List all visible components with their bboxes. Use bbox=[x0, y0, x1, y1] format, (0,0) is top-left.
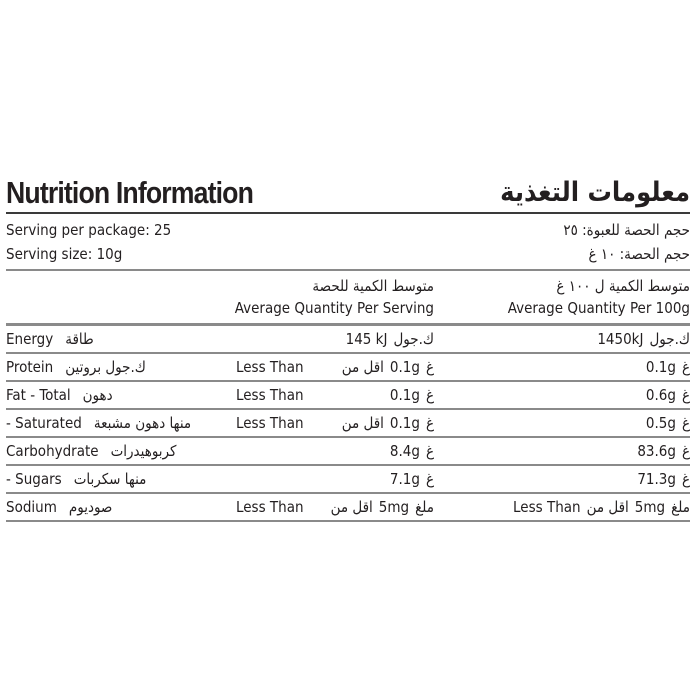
unit-arabic: ك.جول bbox=[393, 330, 434, 348]
per-100g-value: 5mg bbox=[634, 498, 666, 516]
header-per-100g: متوسط الكمية ل ١٠٠ غ Average Quantity Pe… bbox=[434, 271, 690, 323]
per-serving-value: 0.1g bbox=[389, 414, 420, 432]
per-100g-value: 0.1g bbox=[645, 358, 676, 376]
unit-arabic: غ bbox=[681, 470, 690, 488]
column-header: متوسط الكمية للحصة Average Quantity Per … bbox=[6, 271, 690, 326]
header-per-100g-english: Average Quantity Per 100g bbox=[507, 299, 690, 317]
per-serving-value: 0.1g bbox=[389, 386, 420, 404]
nutrient-name: - Sugars bbox=[6, 470, 62, 488]
less-than-label: Less Than bbox=[236, 358, 304, 376]
unit-arabic: غ bbox=[425, 470, 434, 488]
unit-arabic: غ bbox=[681, 358, 690, 376]
less-than-label: Less Than bbox=[236, 498, 304, 516]
nutrient-name-arabic: منها سكربات bbox=[73, 470, 147, 488]
less-than-arabic: اقل من bbox=[586, 498, 629, 516]
nutrient-name-arabic: ك.جول بروتين bbox=[65, 358, 146, 376]
less-than-arabic: اقل من bbox=[341, 358, 384, 376]
nutrient-rows: Energy طاقة 145 kJ ك.جول 1450kJ ك.جول Protein ك… bbox=[6, 326, 690, 522]
unit-arabic: غ bbox=[425, 442, 434, 460]
unit-arabic: غ bbox=[681, 442, 690, 460]
title-english: Nutrition Information bbox=[6, 175, 254, 210]
serving-size: Serving size: 10g bbox=[6, 245, 123, 263]
nutrient-name-arabic: دهون bbox=[82, 386, 113, 404]
unit-arabic: ملغ bbox=[671, 498, 690, 516]
header-per-serving-arabic: متوسط الكمية للحصة bbox=[312, 277, 434, 295]
nutrition-label: Nutrition Information معلومات التغذية Se… bbox=[6, 172, 690, 522]
nutrient-row: - Sugars منها سكربات 7.1g غ 71.3g غ bbox=[6, 466, 690, 494]
title-row: Nutrition Information معلومات التغذية bbox=[6, 172, 690, 214]
header-per-100g-arabic: متوسط الكمية ل ١٠٠ غ bbox=[556, 277, 690, 295]
per-100g-value: 83.6g bbox=[637, 442, 676, 460]
serving-per-package: Serving per package: 25 bbox=[6, 221, 172, 239]
unit-arabic: غ bbox=[681, 386, 690, 404]
serving-per-package-arabic: حجم الحصة للعبوة: ٢٥ bbox=[563, 221, 690, 239]
less-than-arabic: اقل من bbox=[341, 414, 384, 432]
nutrient-name: Fat - Total bbox=[6, 386, 71, 404]
header-per-serving-english: Average Quantity Per Serving bbox=[234, 299, 434, 317]
serving-size-arabic: حجم الحصة: ١٠ غ bbox=[588, 245, 690, 263]
nutrient-row: Energy طاقة 145 kJ ك.جول 1450kJ ك.جول bbox=[6, 326, 690, 354]
per-100g-value: 0.6g bbox=[645, 386, 676, 404]
nutrient-name: - Saturated bbox=[6, 414, 82, 432]
per-serving-value: 8.4g bbox=[389, 442, 420, 460]
per-100g-value: 0.5g bbox=[645, 414, 676, 432]
nutrient-name: Sodium bbox=[6, 498, 57, 516]
title-arabic: معلومات التغذية bbox=[500, 177, 690, 208]
less-than-label: Less Than bbox=[236, 414, 304, 432]
nutrient-name-arabic: منها دهون مشبعة bbox=[93, 414, 192, 432]
less-than-arabic: اقل من bbox=[330, 498, 373, 516]
less-than-label: Less Than bbox=[513, 498, 581, 516]
unit-arabic: غ bbox=[425, 386, 434, 404]
nutrient-name: Protein bbox=[6, 358, 54, 376]
unit-arabic: ملغ bbox=[415, 498, 434, 516]
per-100g-value: 1450kJ bbox=[597, 330, 644, 348]
nutrient-name-arabic: طاقة bbox=[65, 330, 94, 348]
nutrient-row: Carbohydrate كربوهيدرات 8.4g غ 83.6g غ bbox=[6, 438, 690, 466]
nutrient-row: - Saturated منها دهون مشبعة Less Than اقل م… bbox=[6, 410, 690, 438]
nutrient-name-arabic: صوديوم bbox=[68, 498, 113, 516]
unit-arabic: غ bbox=[681, 414, 690, 432]
per-100g-value: 71.3g bbox=[637, 470, 676, 488]
less-than-label: Less Than bbox=[236, 386, 304, 404]
per-serving-value: 7.1g bbox=[389, 470, 420, 488]
nutrient-row: Protein ك.جول بروتين Less Than اقل من 0.1g غ 0… bbox=[6, 354, 690, 382]
header-per-serving: متوسط الكمية للحصة Average Quantity Per … bbox=[6, 271, 434, 323]
nutrient-name: Energy bbox=[6, 330, 54, 348]
per-serving-value: 0.1g bbox=[389, 358, 420, 376]
per-serving-value: 145 kJ bbox=[345, 330, 388, 348]
unit-arabic: غ bbox=[425, 414, 434, 432]
nutrient-name-arabic: كربوهيدرات bbox=[110, 442, 177, 460]
serving-info: Serving per package: 25 حجم الحصة للعبوة… bbox=[6, 214, 690, 271]
per-serving-value: 5mg bbox=[378, 498, 410, 516]
nutrient-row: Fat - Total دهون Less Than 0.1g غ 0.6g غ bbox=[6, 382, 690, 410]
nutrient-name: Carbohydrate bbox=[6, 442, 99, 460]
unit-arabic: غ bbox=[425, 358, 434, 376]
nutrient-row: Sodium صوديوم Less Than اقل من 5mg ملغ Less Th… bbox=[6, 494, 690, 522]
unit-arabic: ك.جول bbox=[649, 330, 690, 348]
